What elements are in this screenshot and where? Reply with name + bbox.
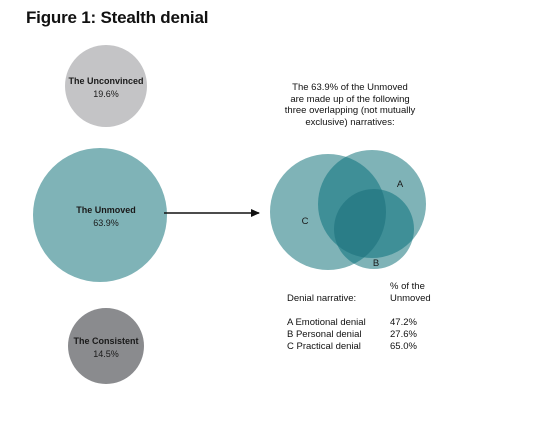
narrative-header: Denial narrative: <box>287 293 357 304</box>
intro-line: exclusive) narratives: <box>305 116 395 128</box>
percent-header: % of the Unmoved <box>390 281 431 304</box>
venn-label-c: C <box>302 216 309 227</box>
figure-title: Figure 1: Stealth denial <box>26 8 209 27</box>
intro-line: The 63.9% of the Unmoved <box>292 82 408 93</box>
venn-label-b: B <box>373 258 379 269</box>
unmoved-label: The Unmoved <box>76 205 136 215</box>
narrative-name: C Practical denial <box>287 341 361 352</box>
intro-line: are made up of the following <box>290 93 410 105</box>
narrative-percent: 65.0% <box>390 341 417 352</box>
consistent-circle <box>68 308 144 384</box>
venn-label-a: A <box>397 179 404 190</box>
intro-line: three overlapping (not mutually <box>284 105 416 116</box>
unconvinced-label: The Unconvinced <box>68 76 143 86</box>
percent-header-line: % of the <box>390 281 425 292</box>
unconvinced-value: 19.6% <box>93 89 119 99</box>
venn-overlap-abc <box>334 189 386 258</box>
unconvinced-circle <box>65 45 147 127</box>
consistent-label: The Consistent <box>73 336 138 346</box>
unmoved-value: 63.9% <box>93 218 119 228</box>
narrative-percent: 27.6% <box>390 329 417 340</box>
consistent-value: 14.5% <box>93 349 119 359</box>
narrative-name: A Emotional denial <box>287 317 366 328</box>
narrative-percent: 47.2% <box>390 317 417 328</box>
venn-diagram: C A B <box>270 150 426 270</box>
percent-header-line: Unmoved <box>390 292 431 304</box>
unmoved-circle <box>33 148 167 282</box>
venn-intro-text: The 63.9% of the Unmoved are made up of … <box>270 82 430 128</box>
narrative-name: B Personal denial <box>287 329 362 340</box>
